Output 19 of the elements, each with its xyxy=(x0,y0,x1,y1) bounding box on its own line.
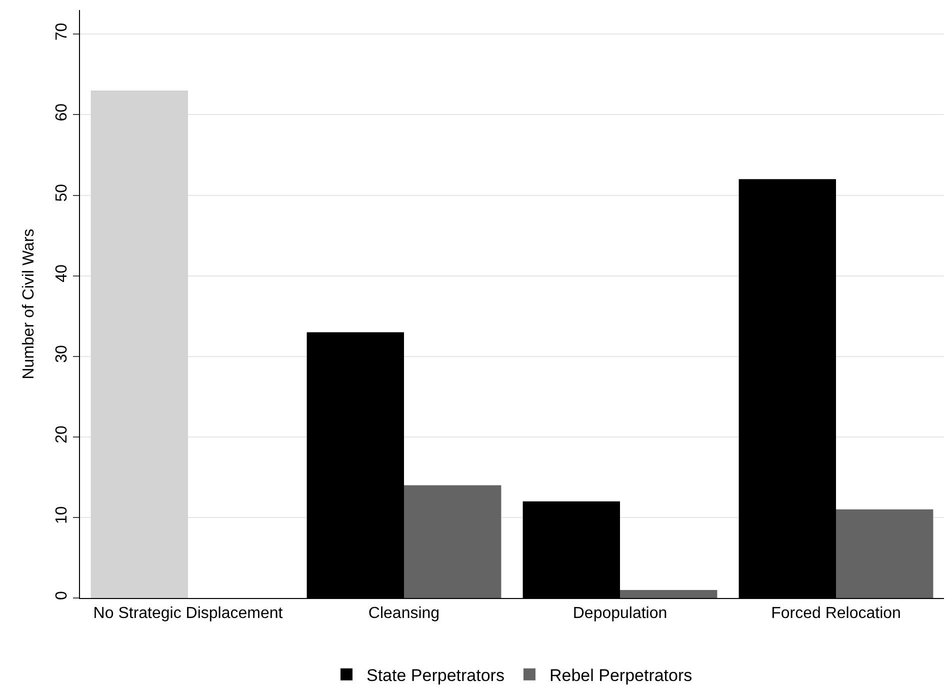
x-tick-label: Forced Relocation xyxy=(771,605,901,622)
x-tick-label: Cleansing xyxy=(368,605,440,622)
y-tick-label: 50 xyxy=(54,184,71,202)
bar xyxy=(836,509,934,598)
y-axis-title: Number of Civil Wars xyxy=(20,228,38,380)
x-tick-label: Depopulation xyxy=(572,605,668,622)
legend-label: Rebel Perpetrators xyxy=(549,666,692,685)
bar xyxy=(404,485,502,598)
y-tick-label: 0 xyxy=(54,591,71,600)
bar xyxy=(620,590,718,598)
y-tick-label: 20 xyxy=(54,426,71,444)
y-tick-label: 10 xyxy=(54,506,71,524)
bar xyxy=(90,90,188,598)
y-tick-label: 70 xyxy=(54,22,71,41)
y-tick-label: 60 xyxy=(54,103,71,122)
y-tick-label: 40 xyxy=(54,264,71,282)
y-tick-label: 30 xyxy=(54,344,71,363)
x-tick-label: No Strategic Displacement xyxy=(93,605,284,622)
legend-label: State Perpetrators xyxy=(366,666,504,685)
